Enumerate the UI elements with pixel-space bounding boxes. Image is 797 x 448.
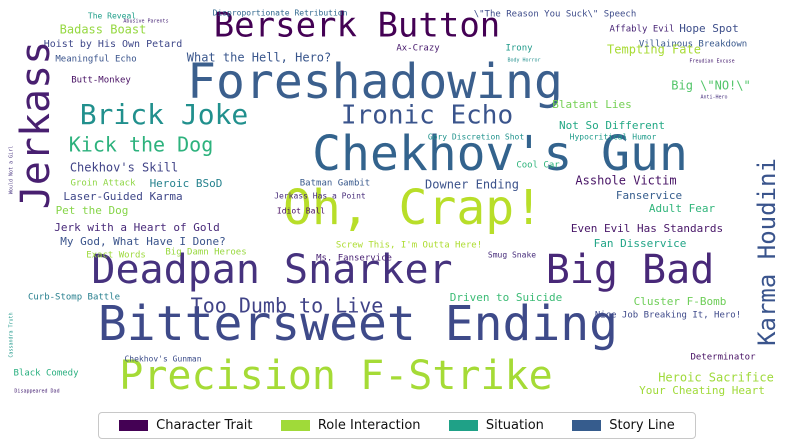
legend-label-character-trait: Character Trait (156, 418, 253, 433)
word-chekhov-s-gun: Chekhov's Gun (312, 126, 688, 182)
word-not-so-different: Not So Different (559, 119, 665, 132)
word-bittersweet-ending: Bittersweet Ending (98, 296, 618, 352)
word-cool-car: Cool Car (516, 161, 560, 171)
legend-label-situation: Situation (485, 418, 544, 433)
word-foreshadowing: Foreshadowing (187, 54, 563, 110)
legend-item-character-trait: Character Trait (119, 418, 253, 433)
word-big-no: Big \"NO!\" (671, 79, 750, 93)
legend-label-role-interaction: Role Interaction (317, 418, 421, 433)
word-oh-crap: Oh, Crap! (283, 180, 543, 236)
word-black-comedy: Black Comedy (13, 369, 79, 379)
word-body-horror: Body Horror (507, 58, 540, 64)
word-hypocritical-humor: Hypocritical Humor (570, 133, 657, 142)
word-groin-attack: Groin Attack (70, 179, 136, 189)
word-what-the-hell-hero: What the Hell, Hero? (187, 51, 332, 65)
word-kick-the-dog: Kick the Dog (69, 133, 214, 157)
legend-swatch-situation (448, 420, 478, 431)
word-abusive-parents: Abusive Parents (123, 19, 168, 25)
word-even-evil-has-standards: Even Evil Has Standards (571, 222, 723, 235)
word-too-dumb-to-live: Too Dumb to Live (191, 294, 384, 318)
word-heroic-sacrifice: Heroic Sacrifice (658, 371, 774, 385)
word-disappeared-dad: Disappeared Dad (14, 389, 59, 395)
word-disproportionate-retribution: Disproportionate Retribution (213, 9, 348, 18)
word-hoist-by-his-own-petard: Hoist by His Own Petard (44, 39, 182, 50)
word-determinator: Determinator (690, 353, 756, 363)
word-idiot-ball: Idiot Ball (277, 207, 325, 216)
word-tempting-fate: Tempting Fate (607, 43, 701, 57)
word-heroic-bsod: Heroic BSoD (150, 177, 223, 190)
word-nice-job-breaking-it-hero: Nice Job Breaking It, Hero! (595, 311, 741, 321)
word-your-cheating-heart: Your Cheating Heart (639, 384, 765, 397)
word-would-not-a-girl: Would Not a Girl (9, 146, 15, 194)
word-chekhov-s-skill: Chekhov's Skill (70, 161, 178, 175)
legend: Character Trait Role Interaction Situati… (98, 412, 696, 439)
legend-item-role-interaction: Role Interaction (280, 418, 421, 433)
word-jerkass-has-a-point: Jerkass Has a Point (274, 192, 366, 201)
word-curb-stomp-battle: Curb-Stomp Battle (28, 293, 120, 303)
word-jerk-with-a-heart-of-gold: Jerk with a Heart of Gold (54, 221, 220, 234)
word-big-bad: Big Bad (546, 247, 715, 293)
word-chekhov-s-gunman: Chekhov's Gunman (124, 355, 201, 364)
word-ironic-echo: Ironic Echo (341, 101, 513, 131)
word-ms-fanservice: Ms. Fanservice (316, 254, 392, 264)
word-blatant-lies: Blatant Lies (552, 98, 631, 111)
word-anti-hero: Anti-Hero (700, 95, 727, 101)
word-smug-snake: Smug Snake (488, 251, 536, 260)
word-berserk-button: Berserk Button (214, 6, 501, 46)
word-my-god-what-have-i-done: My God, What Have I Done? (60, 235, 226, 248)
word-villainous-breakdown: Villainous Breakdown (639, 40, 747, 50)
word-irony: Irony (505, 44, 533, 54)
word-butt-monkey: Butt-Monkey (71, 76, 131, 86)
word-big-damn-heroes: Big Damn Heroes (165, 248, 246, 258)
word-fanservice: Fanservice (616, 189, 682, 202)
word-precision-f-strike: Precision F-Strike (119, 353, 552, 399)
word-fan-disservice: Fan Disservice (594, 237, 687, 250)
word-freudian-excuse: Freudian Excuse (689, 59, 734, 65)
word-batman-gambit: Batman Gambit (300, 179, 370, 189)
word-exact-words: Exact Words (86, 251, 146, 261)
word-karma-houdini: Karma Houdini (753, 158, 781, 346)
word-pet-the-dog: Pet the Dog (56, 204, 129, 217)
word-the-reason-you-suck-speech: \"The Reason You Suck\" Speech (474, 10, 637, 20)
word-meaningful-echo: Meaningful Echo (55, 55, 136, 65)
word-asshole-victim: Asshole Victim (575, 174, 676, 188)
word-screw-this-i-m-outta-here: Screw This, I'm Outta Here! (336, 241, 482, 251)
word-driven-to-suicide: Driven to Suicide (450, 291, 563, 304)
legend-swatch-story-line (572, 420, 602, 431)
word-jerkass: Jerkass (13, 41, 59, 210)
legend-item-story-line: Story Line (572, 418, 675, 433)
legend-label-story-line: Story Line (609, 418, 675, 433)
word-affably-evil: Affably Evil (609, 25, 674, 35)
legend-swatch-role-interaction (280, 420, 310, 431)
word-deadpan-snarker: Deadpan Snarker (91, 247, 452, 293)
word-brick-joke: Brick Joke (80, 98, 249, 131)
word-downer-ending: Downer Ending (425, 178, 519, 192)
word-laser-guided-karma: Laser-Guided Karma (63, 190, 182, 203)
word-cluster-f-bomb: Cluster F-Bomb (634, 295, 727, 308)
word-gory-discretion-shot: Gory Discretion Shot (428, 133, 525, 142)
word-cassandra-truth: Cassandra Truth (9, 312, 15, 357)
word-ax-crazy: Ax-Crazy (396, 44, 440, 54)
legend-swatch-character-trait (119, 420, 149, 431)
legend-item-situation: Situation (448, 418, 544, 433)
word-the-reveal: The Reveal (88, 12, 136, 21)
word-hope-spot: Hope Spot (679, 22, 739, 35)
word-adult-fear: Adult Fear (649, 202, 716, 215)
word-badass-boast: Badass Boast (60, 23, 147, 37)
